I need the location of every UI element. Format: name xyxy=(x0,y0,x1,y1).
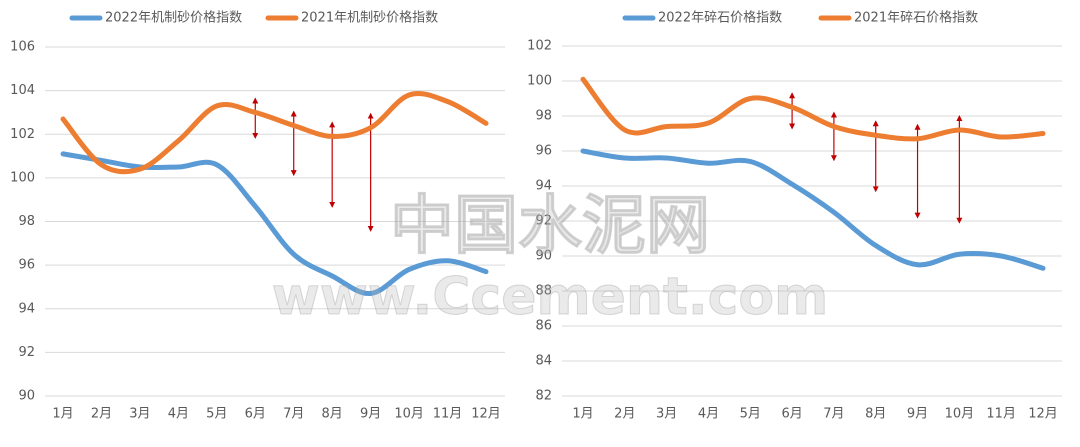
x-tick-label: 6月 xyxy=(245,407,266,422)
x-tick-label: 2月 xyxy=(614,407,635,422)
y-tick-label: 96 xyxy=(18,258,35,273)
y-tick-label: 90 xyxy=(18,389,35,404)
legend-label: 2021年碎石价格指数 xyxy=(854,10,978,26)
y-tick-label: 92 xyxy=(18,345,35,360)
x-tick-label: 9月 xyxy=(907,407,928,422)
y-tick-label: 98 xyxy=(535,109,552,124)
y-tick-label: 100 xyxy=(10,170,35,185)
y-tick-label: 94 xyxy=(535,179,552,194)
x-tick-label: 3月 xyxy=(656,407,677,422)
y-tick-label: 90 xyxy=(535,249,552,264)
y-tick-label: 88 xyxy=(535,284,552,299)
x-tick-label: 2月 xyxy=(91,407,112,422)
y-tick-label: 102 xyxy=(10,127,35,142)
x-tick-label: 4月 xyxy=(168,407,189,422)
watermark: 中国水泥网 xyxy=(390,190,710,264)
legend-label: 2021年机制砂价格指数 xyxy=(301,10,438,26)
x-tick-label: 5月 xyxy=(206,407,227,422)
y-tick-label: 92 xyxy=(535,214,552,229)
x-tick-label: 10月 xyxy=(394,407,424,422)
x-tick-label: 3月 xyxy=(129,407,150,422)
y-tick-label: 84 xyxy=(535,354,552,369)
y-tick-label: 102 xyxy=(527,39,552,54)
x-tick-label: 9月 xyxy=(360,407,381,422)
x-tick-label: 12月 xyxy=(471,407,501,422)
legend-label: 2022年碎石价格指数 xyxy=(658,10,782,26)
x-tick-label: 11月 xyxy=(433,407,463,422)
x-tick-label: 8月 xyxy=(865,407,886,422)
x-tick-label: 10月 xyxy=(945,407,975,422)
watermark: www.Ccement.com xyxy=(272,267,829,327)
legend-label: 2022年机制砂价格指数 xyxy=(105,10,242,26)
series-line xyxy=(580,76,1046,142)
y-tick-label: 98 xyxy=(18,214,35,229)
y-tick-label: 94 xyxy=(18,301,35,316)
y-tick-label: 82 xyxy=(535,389,552,404)
charts: 90 92 94 96 98 100 102 104 106 1月 2月 3月 4月 5月 6月 7月 8月 9月… xyxy=(10,10,1062,422)
x-tick-label: 6月 xyxy=(781,407,802,422)
y-tick-label: 104 xyxy=(10,83,35,98)
x-tick-label: 7月 xyxy=(823,407,844,422)
x-tick-label: 1月 xyxy=(572,407,593,422)
y-tick-label: 96 xyxy=(535,144,552,159)
series-line xyxy=(60,91,489,175)
x-tick-label: 1月 xyxy=(52,407,73,422)
y-tick-label: 86 xyxy=(535,319,552,334)
x-tick-label: 12月 xyxy=(1028,407,1058,422)
x-tick-label: 4月 xyxy=(698,407,719,422)
y-tick-label: 106 xyxy=(10,40,35,55)
y-tick-label: 100 xyxy=(527,74,552,89)
x-tick-label: 5月 xyxy=(740,407,761,422)
x-tick-label: 7月 xyxy=(283,407,304,422)
series-line xyxy=(60,151,489,296)
x-tick-label: 8月 xyxy=(322,407,343,422)
series-line xyxy=(580,148,1046,271)
x-tick-label: 11月 xyxy=(986,407,1016,422)
